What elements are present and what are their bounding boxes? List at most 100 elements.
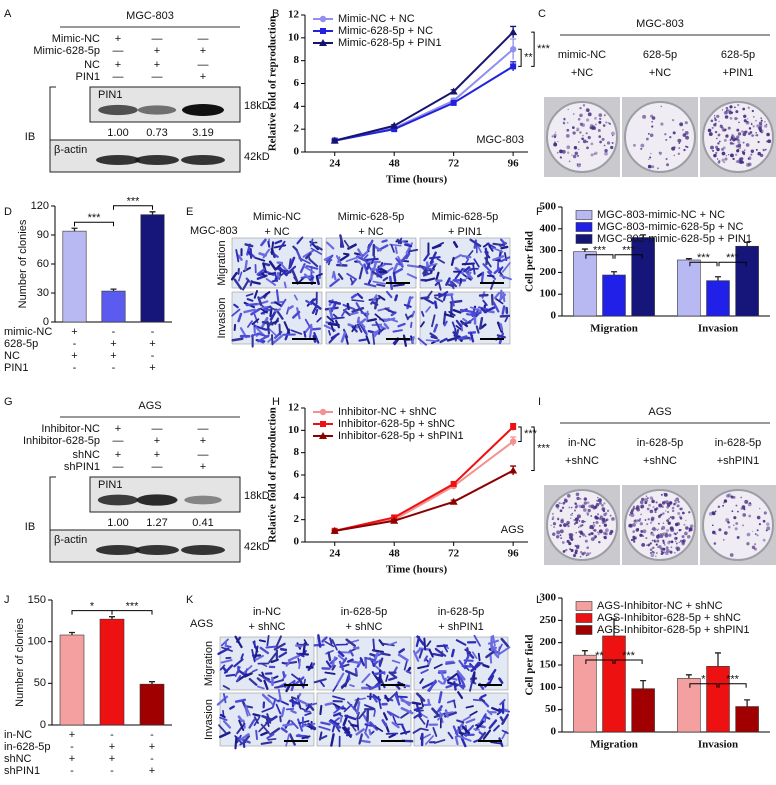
cell <box>311 297 317 303</box>
dish-label: +NC <box>571 67 593 79</box>
cell <box>437 680 444 685</box>
colony <box>762 149 765 152</box>
cell <box>436 644 449 648</box>
cell <box>277 688 282 702</box>
colony <box>582 104 586 107</box>
legend-label: Inhibitor-628-5p + shPIN1 <box>338 430 464 442</box>
column-header: Mimic-NC <box>253 211 301 223</box>
cell <box>356 255 369 263</box>
dish <box>546 101 618 173</box>
cell <box>377 294 386 301</box>
colony <box>715 122 717 124</box>
colony <box>559 149 563 154</box>
cell <box>491 246 504 253</box>
cell <box>258 723 267 733</box>
colony <box>753 547 757 551</box>
colony <box>598 113 603 117</box>
x-tick-label: 72 <box>448 548 460 560</box>
colony <box>599 117 602 121</box>
cell <box>446 337 456 342</box>
cell <box>234 635 243 649</box>
colony <box>732 142 735 145</box>
cell <box>499 699 506 706</box>
cell <box>274 271 278 282</box>
colony <box>725 109 728 112</box>
colony <box>755 148 758 151</box>
colony <box>662 512 665 515</box>
cell <box>293 276 299 283</box>
condition-label: shNC <box>72 449 100 461</box>
cell <box>462 317 468 323</box>
cell <box>429 332 437 339</box>
colony <box>713 115 716 117</box>
cell <box>245 302 259 307</box>
colony <box>642 529 647 534</box>
colony <box>767 139 772 144</box>
cell <box>290 720 299 729</box>
colony <box>670 546 673 549</box>
y-tick-label: 2 <box>294 123 300 135</box>
colony <box>585 118 590 122</box>
y-tick-label: 8 <box>294 54 300 66</box>
colony <box>734 527 738 531</box>
cell <box>434 280 440 287</box>
cell <box>433 663 443 669</box>
colony <box>674 533 677 536</box>
cell <box>250 332 259 337</box>
panel-label: A <box>4 8 12 20</box>
y-tick-label: 6 <box>294 469 300 481</box>
marker <box>319 15 327 23</box>
colony <box>660 513 663 516</box>
cell <box>342 714 349 727</box>
colony <box>575 531 577 534</box>
colony <box>611 142 614 144</box>
cell <box>346 658 354 663</box>
cell <box>341 726 352 738</box>
cell <box>301 735 311 740</box>
cell <box>339 234 345 248</box>
condition-sign: + <box>149 338 155 350</box>
condition-label: shNC <box>4 753 32 765</box>
colony <box>570 514 572 516</box>
colony <box>559 534 562 537</box>
cell <box>494 297 504 305</box>
colony <box>733 524 735 527</box>
colony <box>665 500 669 505</box>
cell <box>446 711 454 715</box>
cell <box>347 701 357 711</box>
colony <box>739 159 741 161</box>
cell <box>247 320 253 328</box>
legend-label: MGC-803-mimic-NC + NC <box>597 209 725 221</box>
colony <box>576 129 579 132</box>
colony <box>682 133 687 137</box>
colony <box>685 145 687 148</box>
colony <box>721 151 726 156</box>
significance-label: *** <box>697 252 711 264</box>
colony <box>668 517 670 520</box>
cell <box>363 263 369 275</box>
cell <box>340 331 347 343</box>
marker <box>320 28 326 34</box>
cell <box>315 276 320 285</box>
colony <box>665 532 668 535</box>
colony <box>581 524 584 527</box>
cell <box>315 273 323 278</box>
colony <box>575 492 580 497</box>
cell <box>426 290 433 298</box>
colony <box>555 503 560 508</box>
colony <box>603 536 607 540</box>
cell <box>411 336 415 344</box>
significance-bracket <box>518 48 522 67</box>
colony <box>682 129 684 131</box>
colony <box>723 499 728 503</box>
colony <box>576 164 579 166</box>
colony <box>729 116 733 120</box>
y-tick-label: 6 <box>294 77 300 89</box>
cell <box>433 241 444 249</box>
cell <box>305 299 313 306</box>
cell <box>340 679 350 688</box>
colony <box>664 533 669 538</box>
colony <box>721 147 724 151</box>
colony <box>649 156 652 159</box>
cell <box>473 634 481 647</box>
